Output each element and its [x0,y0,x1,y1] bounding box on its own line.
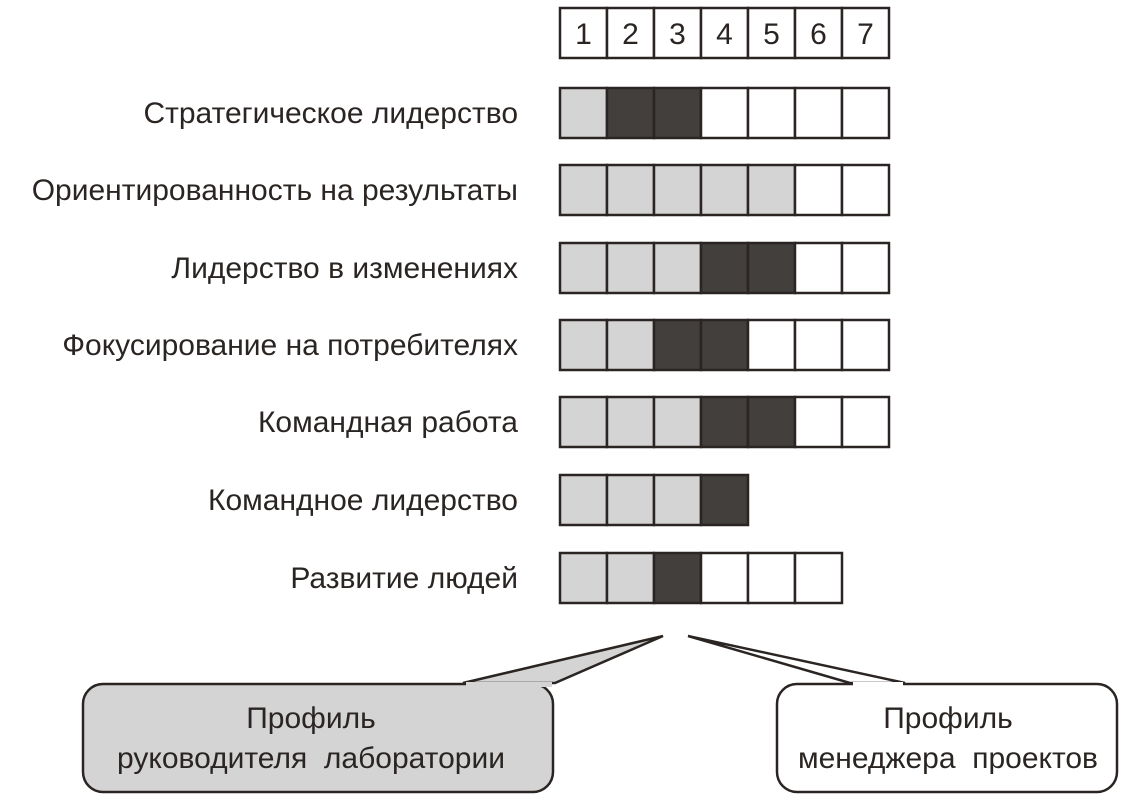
lab-profile-cell [558,241,609,295]
level-header-6: 6 [793,6,844,60]
lab-profile-cell [558,551,609,605]
manager-profile-box [775,682,1119,794]
manager-profile-cell [605,86,656,140]
competency-row: Развитие людей [290,551,844,605]
lab-profile-cell [652,473,703,527]
empty-cell [699,551,750,605]
level-header-2: 2 [605,6,656,60]
level-header-4: 4 [699,6,750,60]
manager-profile-cell [699,473,750,527]
competency-label: Командное лидерство [208,484,518,517]
empty-cell [793,551,844,605]
competency-row: Командная работа [258,395,891,449]
level-header-5: 5 [746,6,797,60]
empty-cell [793,163,844,217]
lab-profile-cell [558,473,609,527]
level-header-1: 1 [558,6,609,60]
lab-profile-cell [605,318,656,372]
lab-profile-subtitle: руководителя лаборатории [117,742,505,775]
lab-profile-cell [605,395,656,449]
lab-profile-cell [746,163,797,217]
manager-profile-cell [652,86,703,140]
level-number: 1 [575,18,592,51]
empty-cell [793,86,844,140]
manager-profile-subtitle: менеджера проектов [798,742,1098,775]
lab-profile-cell [652,163,703,217]
level-number: 6 [810,18,827,51]
empty-cell [840,395,891,449]
lab-profile-box [81,682,555,794]
competency-row: Лидерство в изменениях [171,241,891,295]
level-number: 4 [716,18,733,51]
empty-cell [793,395,844,449]
manager-profile-cell [699,395,750,449]
competency-label: Фокусирование на потребителях [62,329,518,362]
manager-profile-cell [699,241,750,295]
manager-profile-pointer [687,634,906,685]
level-number: 7 [857,18,874,51]
competency-row: Стратегическое лидерство [143,86,891,140]
lab-profile-cell [605,241,656,295]
lab-profile-cell [699,163,750,217]
competency-label: Развитие людей [290,562,518,595]
manager-profile-cell [746,395,797,449]
empty-cell [746,318,797,372]
competency-rows: Стратегическое лидерство Ориентированност… [32,86,891,605]
empty-cell [840,241,891,295]
competency-label: Стратегическое лидерство [143,97,518,130]
lab-profile-cell [605,473,656,527]
empty-cell [840,318,891,372]
empty-cell [840,163,891,217]
manager-profile-title: Профиль [883,702,1013,735]
lab-profile-cell [558,86,609,140]
competency-label: Лидерство в изменениях [171,252,518,285]
empty-cell [793,318,844,372]
lab-profile-cell [652,241,703,295]
lab-profile-cell [605,551,656,605]
level-header-3: 3 [652,6,703,60]
lab-profile-title: Профиль [246,702,376,735]
level-number: 5 [763,18,780,51]
manager-profile-cell [652,318,703,372]
level-number: 2 [622,18,639,51]
empty-cell [746,86,797,140]
lab-profile-pointer [462,634,664,685]
empty-cell [840,86,891,140]
lab-profile-cell [558,395,609,449]
level-header-7: 7 [840,6,891,60]
manager-profile-cell [699,318,750,372]
empty-cell [793,241,844,295]
competency-row: Фокусирование на потребителях [62,318,891,372]
competency-label: Ориентированность на результаты [32,174,518,207]
empty-cell [699,86,750,140]
lab-profile-cell [605,163,656,217]
lab-profile-cell [558,318,609,372]
lab-profile-cell [652,395,703,449]
empty-cell [746,551,797,605]
level-number: 3 [669,18,686,51]
competency-row: Командное лидерство [208,473,750,527]
competency-label: Командная работа [258,406,518,439]
manager-profile-cell [652,551,703,605]
lab-profile-cell [558,163,609,217]
competency-row: Ориентированность на результаты [32,163,891,217]
manager-profile-cell [746,241,797,295]
